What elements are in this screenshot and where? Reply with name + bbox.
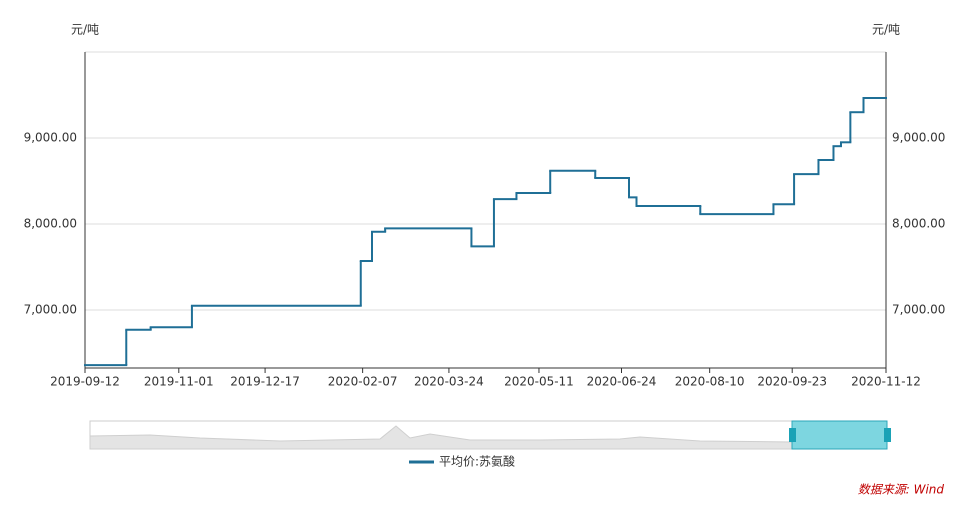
source-note: 数据来源: Wind [858,483,945,497]
zoom-window[interactable] [791,420,888,450]
x-tick-label: 2020-06-24 [587,375,657,389]
x-tick-label: 2020-03-24 [414,375,484,389]
legend-label[interactable]: 平均价:苏氨酸 [439,454,515,469]
x-tick-label: 2020-02-07 [328,375,398,389]
y2-axis-label: 元/吨 [872,23,900,37]
y2-tick-label: 8,000.00 [892,217,945,231]
x-tick-label: 2019-11-01 [144,375,214,389]
y-axis-label: 元/吨 [71,23,99,37]
y-tick-label: 7,000.00 [24,303,77,317]
zoom-handle[interactable] [789,428,796,442]
x-tick-label: 2020-11-12 [851,375,921,389]
x-tick-label: 2020-05-11 [504,375,574,389]
x-tick-label: 2020-09-23 [757,375,827,389]
y-tick-label: 9,000.00 [24,131,77,145]
legend[interactable]: 平均价:苏氨酸 [409,454,515,469]
x-tick-label: 2019-12-17 [230,375,300,389]
x-tick-label: 2019-09-12 [50,375,120,389]
y2-tick-label: 9,000.00 [892,131,945,145]
zoom-handle[interactable] [884,428,891,442]
data-zoom[interactable] [89,420,891,450]
x-tick-label: 2020-08-10 [675,375,745,389]
y2-tick-label: 7,000.00 [892,303,945,317]
y-tick-label: 8,000.00 [24,217,77,231]
